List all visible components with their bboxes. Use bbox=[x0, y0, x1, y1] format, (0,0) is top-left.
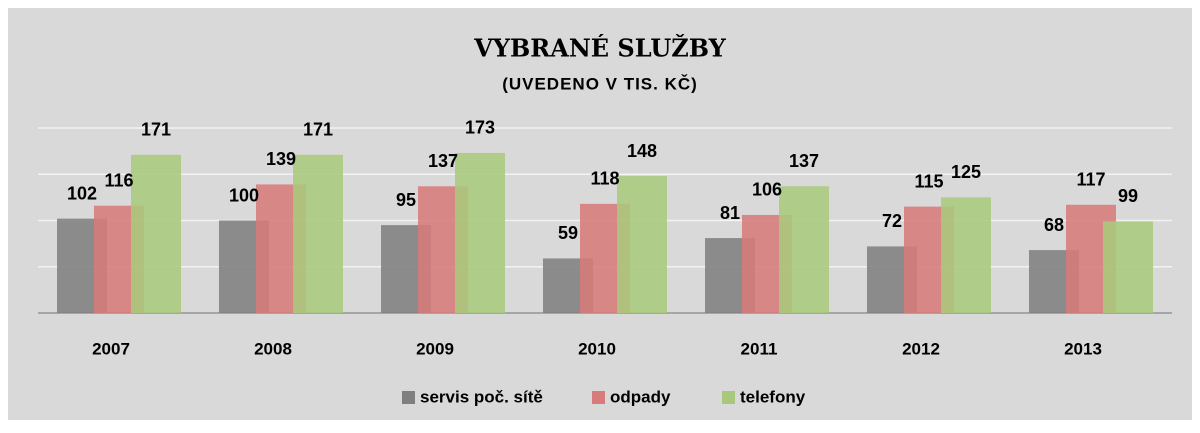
data-label: 81 bbox=[720, 203, 740, 223]
x-tick-label: 2008 bbox=[254, 339, 292, 358]
x-tick-label: 2009 bbox=[416, 339, 454, 358]
bar bbox=[455, 152, 505, 313]
data-label: 139 bbox=[266, 149, 296, 169]
data-label: 106 bbox=[752, 180, 782, 200]
x-tick-label: 2012 bbox=[902, 339, 940, 358]
data-label: 137 bbox=[428, 151, 458, 171]
legend-swatch bbox=[592, 391, 605, 404]
data-label: 72 bbox=[882, 211, 902, 231]
bar bbox=[1103, 221, 1153, 313]
data-label: 171 bbox=[141, 120, 171, 140]
legend-label: odpady bbox=[610, 387, 671, 406]
x-tick-label: 2007 bbox=[92, 339, 130, 358]
chart-title: VYBRANÉ SLUŽBY bbox=[473, 34, 726, 63]
data-label: 171 bbox=[303, 120, 333, 140]
data-label: 118 bbox=[590, 169, 619, 189]
data-label: 100 bbox=[229, 185, 259, 205]
bar bbox=[941, 197, 991, 313]
bar bbox=[617, 176, 667, 313]
data-label: 68 bbox=[1044, 215, 1064, 235]
data-label: 102 bbox=[67, 183, 97, 203]
data-label: 117 bbox=[1076, 170, 1105, 190]
chart-subtitle: (UVEDENO V TIS. KČ) bbox=[502, 74, 698, 93]
data-label: 173 bbox=[465, 118, 495, 138]
data-label: 99 bbox=[1118, 186, 1138, 206]
bar bbox=[779, 186, 829, 313]
data-label: 115 bbox=[914, 171, 943, 191]
bar bbox=[293, 154, 343, 313]
bar bbox=[131, 154, 181, 313]
data-label: 148 bbox=[627, 141, 657, 161]
legend-swatch bbox=[402, 391, 415, 404]
data-label: 116 bbox=[104, 170, 133, 190]
legend-label: telefony bbox=[740, 387, 806, 406]
legend-swatch bbox=[722, 391, 735, 404]
data-label: 95 bbox=[396, 190, 416, 210]
x-tick-label: 2013 bbox=[1064, 339, 1102, 358]
legend-label: servis poč. sítě bbox=[420, 387, 543, 406]
data-label: 125 bbox=[951, 162, 981, 182]
data-label: 137 bbox=[789, 151, 819, 171]
x-tick-label: 2010 bbox=[578, 339, 616, 358]
data-label: 59 bbox=[558, 223, 578, 243]
x-tick-label: 2011 bbox=[741, 339, 778, 358]
